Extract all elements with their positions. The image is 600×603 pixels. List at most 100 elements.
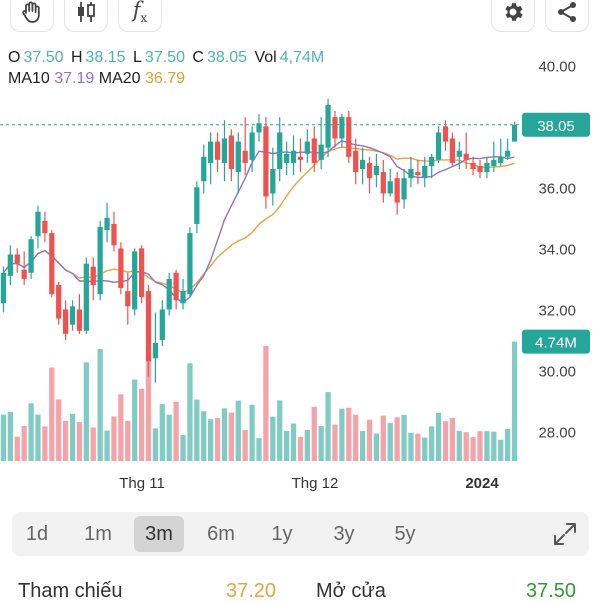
volume-bar xyxy=(456,430,462,461)
volume-bar xyxy=(498,439,504,461)
range-5y-button[interactable]: 5y xyxy=(394,522,416,545)
volume-bar xyxy=(325,392,331,461)
candle-body xyxy=(201,156,207,182)
candle-body xyxy=(491,159,497,166)
range-6m-button[interactable]: 6m xyxy=(207,522,235,545)
fullscreen-button[interactable] xyxy=(551,520,579,548)
volume-bar xyxy=(429,426,435,461)
candle-body xyxy=(505,150,511,157)
ohlc-legend: O 37.50 H 38.15 L 37.50 C 38.05 Vol 4,74M xyxy=(8,49,327,67)
indicators-button[interactable]: fx xyxy=(118,0,162,32)
volume-bar xyxy=(69,413,76,461)
candle-body xyxy=(35,211,41,237)
candle-body xyxy=(208,141,214,163)
candle-body xyxy=(90,266,96,285)
hand-icon xyxy=(22,1,40,23)
ma20-label: MA20 xyxy=(98,70,141,87)
candle-body xyxy=(173,272,179,301)
hand-tool-button[interactable] xyxy=(10,0,54,32)
gear-icon xyxy=(505,3,523,21)
volume-bar xyxy=(359,430,366,461)
candle-body xyxy=(0,272,7,304)
volume-bar xyxy=(401,414,407,461)
candle-body xyxy=(166,278,172,310)
volume-bar xyxy=(201,411,207,461)
volume-bar xyxy=(297,436,304,461)
candle-body xyxy=(104,217,110,231)
candle-body xyxy=(415,172,421,176)
x-tick-label: Thg 12 xyxy=(292,475,339,492)
y-tick-label: 28.00 xyxy=(538,424,576,441)
candle-body xyxy=(511,124,518,142)
volume-bar xyxy=(145,347,152,461)
volume-bar xyxy=(228,412,234,461)
candle-body xyxy=(401,178,407,200)
candle-body xyxy=(62,309,69,334)
candle-body xyxy=(221,138,228,163)
volume-bar xyxy=(408,432,414,461)
volume-bar xyxy=(90,427,96,461)
candle-body xyxy=(256,123,262,133)
range-3y-button[interactable]: 3y xyxy=(333,522,355,545)
candle-body xyxy=(332,117,338,139)
close-label: C xyxy=(192,49,204,66)
volume-bar xyxy=(318,426,324,461)
chart-type-button[interactable] xyxy=(64,0,108,32)
volume-bar xyxy=(422,437,428,461)
volume-bar xyxy=(7,411,13,461)
volume-bar xyxy=(387,422,393,461)
candle-body xyxy=(83,263,89,331)
candlestick-icon xyxy=(78,2,95,22)
open-label: O xyxy=(8,49,21,66)
volume-label: Vol xyxy=(254,49,277,66)
current-volume-tag xyxy=(522,329,590,354)
candle-body xyxy=(297,156,304,160)
candle-body xyxy=(311,138,317,163)
open-price-label: Mở cửa xyxy=(316,580,386,602)
candle-body xyxy=(249,132,255,160)
candle-body xyxy=(14,254,20,264)
volume-bar xyxy=(97,349,103,461)
candle-body xyxy=(408,169,414,179)
range-1d-button[interactable]: 1d xyxy=(25,522,49,545)
range-1m-button[interactable]: 1m xyxy=(84,522,112,545)
open-price-value: 37.50 xyxy=(526,580,577,602)
candle-body xyxy=(28,239,34,273)
reference-value: 37.20 xyxy=(226,580,277,602)
share-button[interactable] xyxy=(545,0,589,32)
candle-body xyxy=(42,220,48,234)
candle-body xyxy=(498,156,504,163)
low-value: 37.50 xyxy=(144,49,185,66)
current-price-label: 38.05 xyxy=(537,118,575,135)
share-icon xyxy=(558,2,576,22)
volume-bar xyxy=(477,431,483,461)
candle-body xyxy=(484,162,490,173)
candle-body xyxy=(132,251,138,310)
candle-body xyxy=(387,181,393,194)
volume-bar xyxy=(242,429,248,461)
chart-toolbar: fx xyxy=(0,0,600,36)
settings-button[interactable] xyxy=(491,0,535,32)
candle-body xyxy=(235,141,241,173)
candle-body xyxy=(21,269,27,279)
range-1y-button[interactable]: 1y xyxy=(271,522,293,545)
volume-bar xyxy=(380,415,386,461)
ma-legend: MA10 37.19 MA20 36.79 xyxy=(8,70,185,88)
volume-bar xyxy=(0,414,7,461)
candle-body xyxy=(366,162,373,179)
candle-body xyxy=(214,141,221,160)
range-3m-button[interactable]: 3m xyxy=(134,516,184,552)
candle-body xyxy=(429,156,435,166)
candle-body xyxy=(263,126,269,197)
candle-body xyxy=(456,150,462,157)
y-tick-label: 30.00 xyxy=(538,363,576,380)
candle-body xyxy=(69,306,76,325)
volume-bar xyxy=(35,414,41,461)
candle-body xyxy=(159,309,165,340)
volume-bar xyxy=(166,414,172,461)
time-range-selector: 1d 1m 3m 6m 1y 3y 5y xyxy=(12,512,589,556)
volume-bar xyxy=(235,400,241,461)
ma10-value: 37.19 xyxy=(54,70,95,87)
volume-value: 4,74M xyxy=(279,49,325,66)
